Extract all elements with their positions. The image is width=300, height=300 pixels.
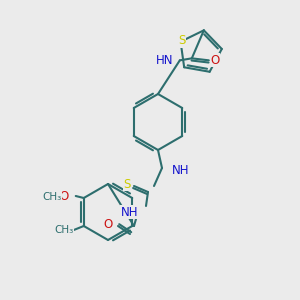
Text: NH: NH: [172, 164, 190, 176]
Text: S: S: [178, 34, 185, 47]
Text: CH₃: CH₃: [54, 225, 74, 235]
Text: CH₃: CH₃: [42, 192, 62, 202]
Text: O: O: [103, 218, 112, 230]
Text: O: O: [59, 190, 68, 202]
Text: S: S: [123, 178, 131, 190]
Text: NH: NH: [121, 206, 138, 218]
Text: HN: HN: [156, 54, 174, 67]
Text: O: O: [210, 54, 219, 67]
